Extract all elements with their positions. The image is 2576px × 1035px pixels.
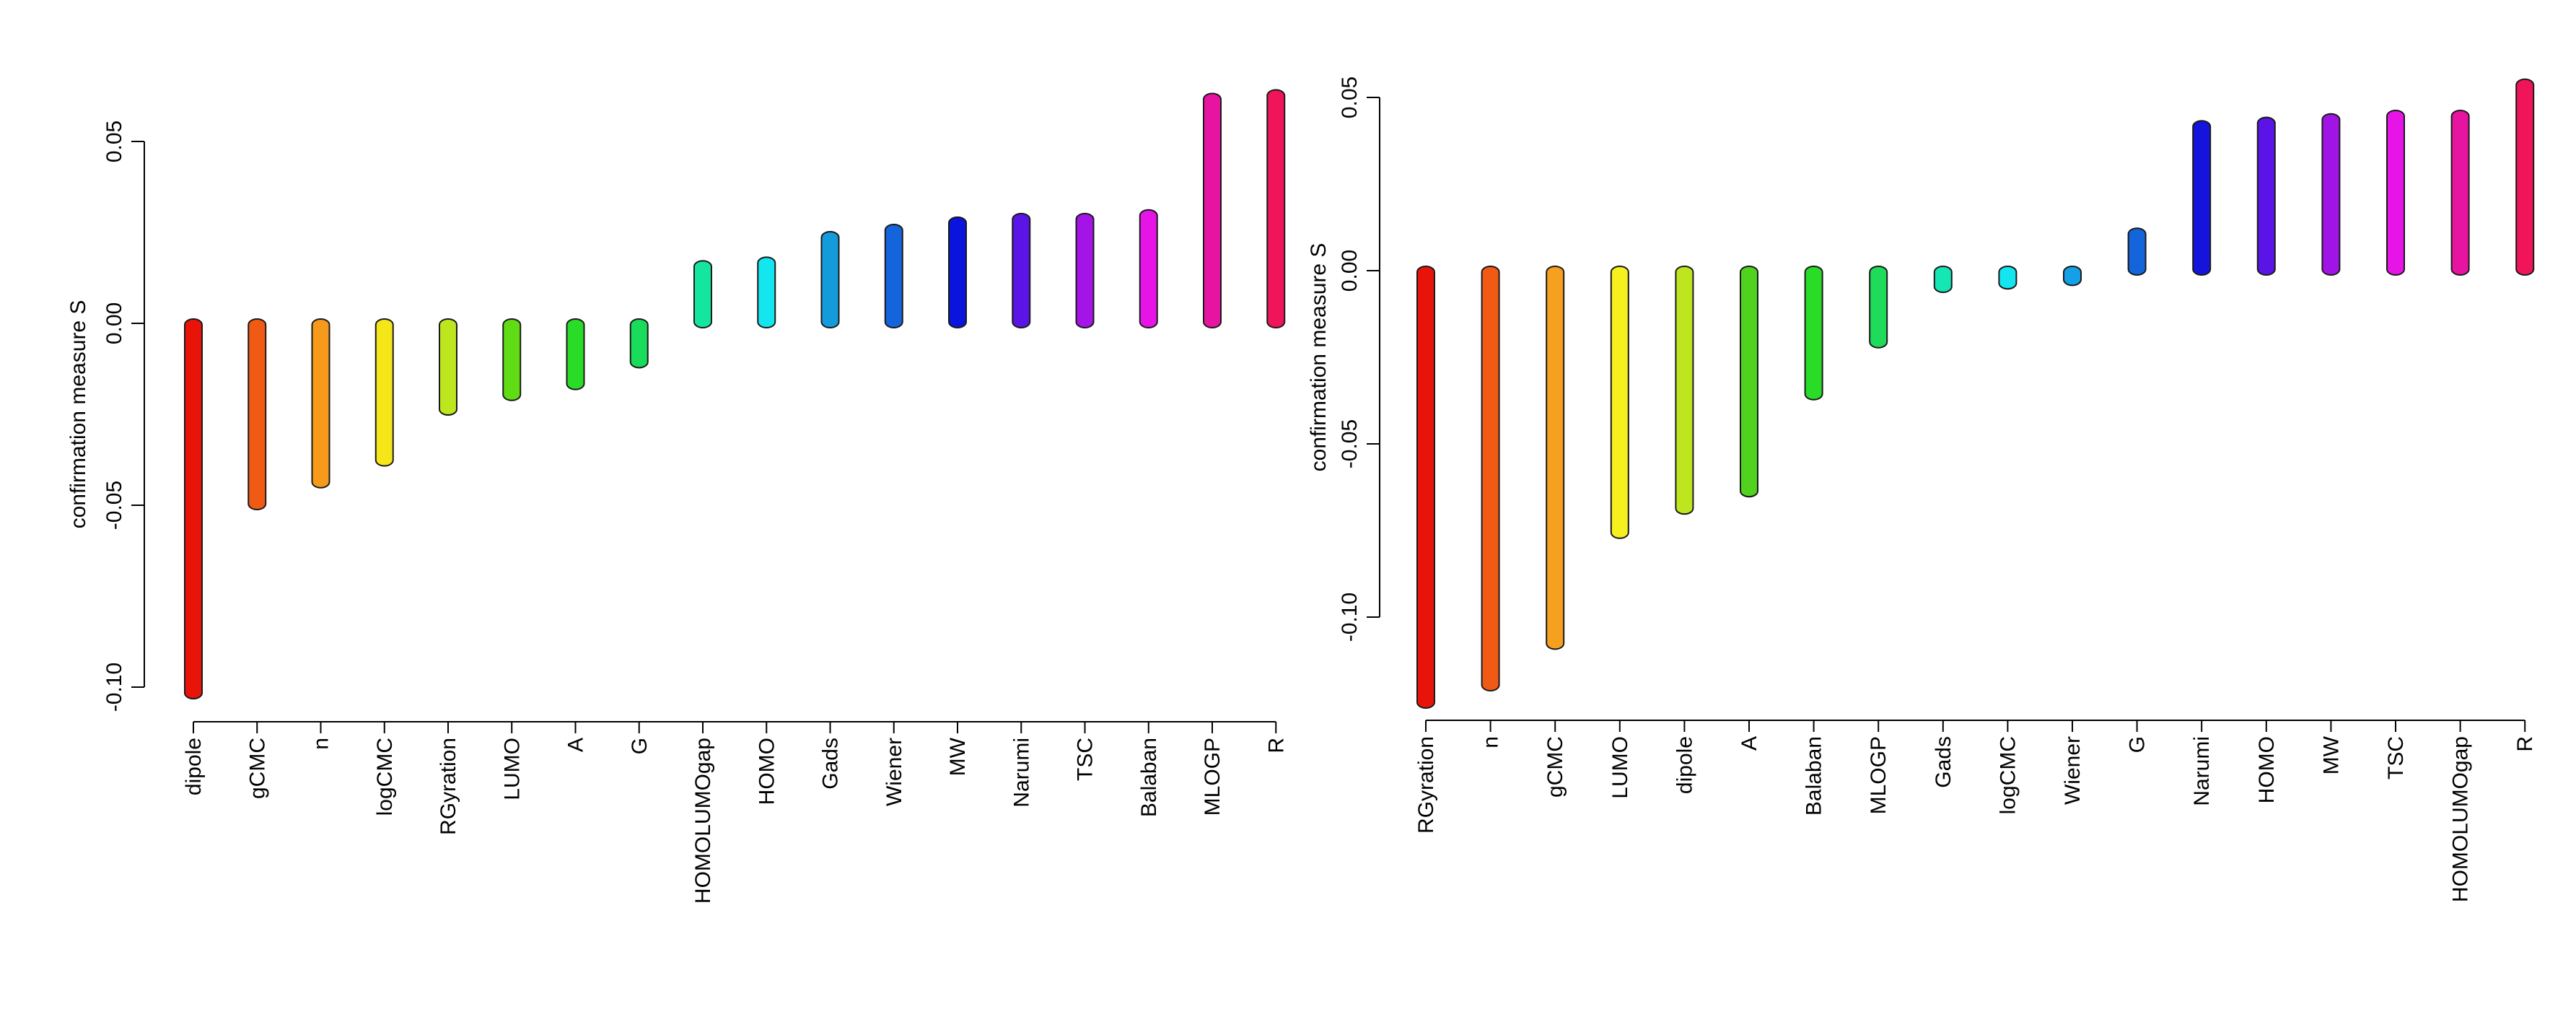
- x-tick-label-gCMC: gCMC: [1543, 736, 1567, 798]
- x-tick-label-Gads: Gads: [1932, 736, 1955, 788]
- y-tick-label: 0.05: [1338, 77, 1362, 118]
- bar-LUMO: [502, 318, 522, 401]
- bar-MW: [948, 216, 967, 328]
- x-tick-label-Narumi: Narumi: [2190, 736, 2214, 806]
- x-tick-label-Wiener: Wiener: [2061, 736, 2085, 805]
- x-tick-label-HOMOLUMOgap: HOMOLUMOgap: [691, 738, 715, 904]
- y-axis-title: confirmation measure S: [1307, 243, 1331, 472]
- bar-gCMC: [247, 318, 267, 510]
- bar-Wiener: [884, 223, 903, 328]
- bar-Narumi: [2192, 120, 2212, 276]
- x-tick-label-MW: MW: [946, 737, 970, 776]
- x-tick-label-Narumi: Narumi: [1009, 738, 1033, 808]
- bar-A: [1740, 266, 1758, 498]
- bar-Wiener: [2063, 266, 2082, 287]
- bar-logCMC: [1998, 266, 2018, 290]
- bar-logCMC: [374, 318, 394, 467]
- x-tick-label-HOMOLUMOgap: HOMOLUMOgap: [2449, 736, 2473, 902]
- bar-gCMC: [1546, 266, 1565, 650]
- y-tick-label: -0.05: [102, 481, 126, 530]
- y-tick-label: 0.00: [1338, 250, 1362, 292]
- x-tick-label-R: R: [1264, 738, 1288, 754]
- bar-HOMOLUMOgap: [2450, 110, 2470, 276]
- x-tick-label-HOMO: HOMO: [755, 738, 779, 805]
- bar-TSC: [2386, 110, 2405, 276]
- x-tick-label-A: A: [564, 738, 588, 752]
- x-tick-label-n: n: [310, 738, 333, 750]
- bar-RGyration: [439, 318, 457, 416]
- bar-G: [2127, 227, 2147, 276]
- bar-MLOGP: [1203, 92, 1222, 329]
- bar-TSC: [1075, 212, 1095, 328]
- bar-A: [566, 318, 585, 390]
- x-tick-label-Balaban: Balaban: [1137, 738, 1161, 817]
- bar-Balaban: [1804, 266, 1823, 401]
- x-tick-label-TSC: TSC: [2384, 736, 2408, 779]
- bar-Balaban: [1139, 209, 1158, 328]
- y-tick-label: 0.05: [102, 121, 126, 162]
- bar-HOMO: [2256, 116, 2276, 276]
- x-tick-label-HOMO: HOMO: [2255, 736, 2279, 803]
- bar-Narumi: [1012, 212, 1031, 328]
- x-tick-label-dipole: dipole: [1673, 736, 1696, 794]
- bar-n: [1481, 266, 1500, 691]
- bar-dipole: [1675, 266, 1694, 515]
- x-tick-label-gCMC: gCMC: [245, 738, 269, 799]
- y-tick-label: 0.00: [102, 302, 126, 344]
- x-tick-label-Wiener: Wiener: [882, 738, 906, 806]
- x-tick-label-A: A: [1738, 736, 1761, 751]
- x-tick-label-n: n: [1479, 736, 1503, 748]
- x-tick-label-RGyration: RGyration: [437, 738, 460, 835]
- bar-MLOGP: [1869, 266, 1888, 349]
- bar-G: [629, 318, 649, 369]
- x-tick-label-MW: MW: [2319, 735, 2343, 774]
- bar-R: [1266, 89, 1286, 328]
- x-tick-label-RGyration: RGyration: [1414, 736, 1438, 834]
- x-tick-label-LUMO: LUMO: [500, 738, 524, 800]
- x-tick-label-TSC: TSC: [1074, 738, 1098, 781]
- x-tick-label-G: G: [628, 738, 652, 754]
- x-tick-label-R: R: [2513, 736, 2537, 752]
- bar-MW: [2321, 113, 2341, 276]
- x-tick-label-LUMO: LUMO: [1608, 736, 1632, 799]
- x-tick-label-Gads: Gads: [819, 738, 843, 790]
- bar-RGyration: [1416, 266, 1435, 709]
- bar-Gads: [820, 231, 840, 329]
- x-tick-label-logCMC: logCMC: [1996, 736, 2020, 814]
- x-tick-label-MLOGP: MLOGP: [1201, 738, 1225, 816]
- x-tick-label-Balaban: Balaban: [1802, 736, 1826, 816]
- y-tick-label: -0.10: [1338, 593, 1362, 642]
- bar-n: [311, 318, 330, 489]
- y-axis-title: confirmation measure S: [66, 300, 90, 529]
- x-tick-label-G: G: [2126, 736, 2150, 753]
- bar-R: [2515, 78, 2535, 276]
- bar-HOMOLUMOgap: [693, 260, 712, 328]
- bar-HOMO: [757, 256, 776, 329]
- chart-panel-2: -0.10 -0.05 0.00 0.05 confirmation measure S…: [1307, 77, 2537, 902]
- chart-panel-1: -0.10 -0.05 0.00 0.05 confirmation measure S…: [66, 89, 1288, 904]
- y-tick-label: -0.05: [1338, 419, 1362, 468]
- x-tick-label-logCMC: logCMC: [373, 738, 397, 816]
- y-tick-label: -0.10: [102, 663, 126, 712]
- bar-dipole: [184, 318, 203, 700]
- x-tick-label-MLOGP: MLOGP: [1867, 736, 1891, 814]
- bar-Gads: [1933, 266, 1953, 293]
- x-tick-label-dipole: dipole: [182, 738, 206, 795]
- bar-LUMO: [1610, 266, 1629, 539]
